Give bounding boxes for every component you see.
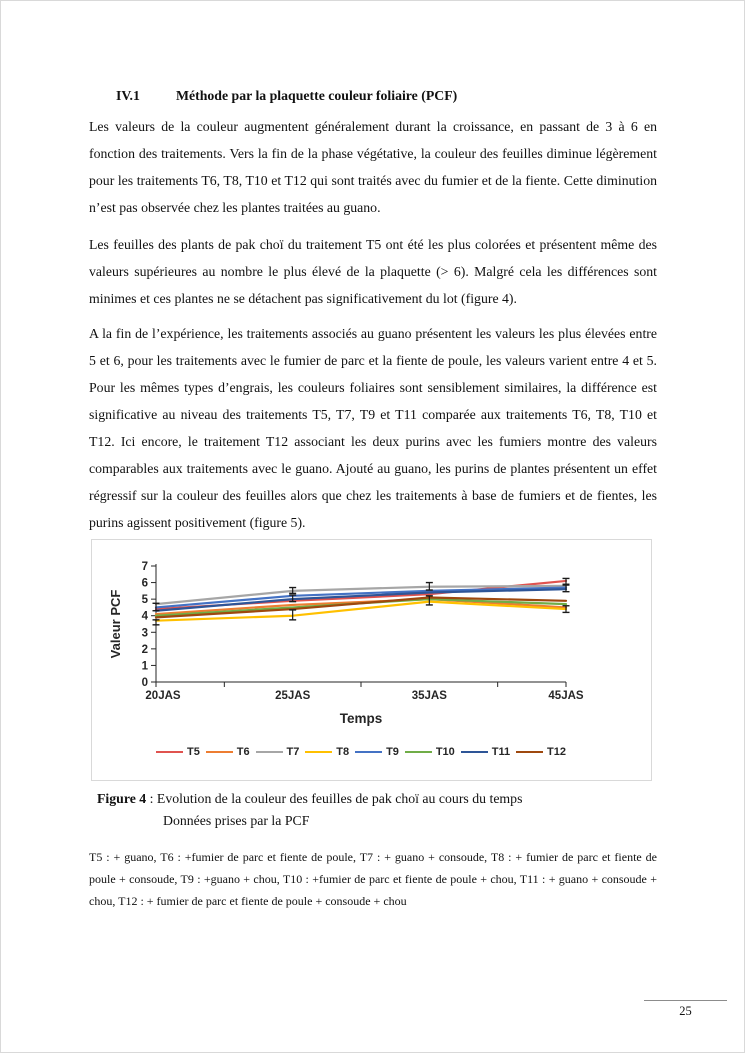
legend-label-T5: T5	[187, 746, 200, 758]
figure-caption-line1: Figure 4 : Evolution de la couleur des f…	[97, 788, 657, 810]
y-tick-label: 6	[142, 578, 148, 590]
legend-swatch-T9	[355, 750, 383, 754]
series-line-T8	[154, 600, 568, 622]
x-tick-label-25JAS: 25JAS	[275, 690, 310, 702]
pcf-line-chart: 0 1 2 3 4 5 6 7 20JAS 25JAS 35JAS 45JAS Valeur PCF Te…	[108, 561, 584, 726]
section-title: Méthode par la plaquette couleur foliair…	[176, 88, 458, 103]
legend-label-T12: T12	[547, 746, 566, 758]
figure-caption-line2: Données prises par la PCF	[163, 813, 310, 828]
legend-item-T12: T12	[516, 746, 566, 758]
y-tick-label: 2	[142, 644, 148, 656]
legend-label-T6: T6	[236, 746, 250, 758]
legend-item-T7: T7	[255, 746, 300, 758]
legend-swatch-T5	[156, 750, 183, 754]
y-tick-label: 4	[142, 611, 149, 623]
x-axis-title: Temps	[340, 711, 383, 726]
treatments-footnote: T5 : + guano, T6 : +fumier de parc et fi…	[89, 850, 657, 908]
series-line-T12	[154, 596, 568, 619]
footer-rule	[644, 1000, 727, 1001]
legend-item-T11: T11	[460, 746, 511, 758]
x-tick-label-45JAS: 45JAS	[548, 690, 583, 702]
legend-item-T8: T8	[305, 746, 349, 758]
legend-swatch-T8	[305, 750, 333, 754]
figure-caption-label: Figure 4	[97, 791, 147, 806]
page-content: IV.1 Méthode par la plaquette couleur fol…	[1, 1, 744, 912]
x-tick-label-20JAS: 20JAS	[145, 690, 180, 702]
y-axis-title: Valeur PCF	[108, 590, 123, 659]
legend-item-T5: T5	[156, 746, 200, 758]
figure-4-chart-frame: 0 1 2 3 4 5 6 7 20JAS 25JAS 35JAS 45JAS Valeur PCF Te…	[91, 539, 652, 781]
y-tick-label: 0	[142, 677, 148, 689]
page-footer: 25	[644, 1000, 727, 1019]
legend-label-T10: T10	[435, 746, 455, 758]
figure-caption-text: : Evolution de la couleur des feuilles d…	[146, 791, 523, 806]
paragraph-1: Les valeurs de la couleur augmentent gén…	[89, 119, 657, 215]
series-line-T7	[154, 584, 568, 606]
y-tick-label: 3	[142, 627, 148, 639]
legend-label-T11: T11	[491, 746, 511, 758]
legend-swatch-T7	[255, 750, 283, 754]
y-tick-label: 5	[142, 594, 149, 606]
paragraph-3: A la fin de l’expérience, les traitement…	[89, 326, 657, 530]
legend-label-T8: T8	[336, 746, 350, 758]
legend-label-T7: T7	[286, 746, 300, 758]
legend-swatch-T12	[516, 750, 543, 754]
legend-swatch-T6	[205, 750, 233, 754]
series-line-T11	[154, 588, 568, 612]
page-number: 25	[679, 1004, 692, 1018]
figure-caption: Figure 4 : Evolution de la couleur des f…	[97, 788, 657, 832]
legend-label-T9: T9	[386, 746, 399, 758]
chart-legend: T5 T6 T7 T8 T9 T10 T11 T12	[156, 730, 566, 774]
series-line-T9	[154, 586, 568, 609]
series-line-T6	[154, 598, 568, 616]
legend-item-T9: T9	[355, 746, 399, 758]
legend-item-T10: T10	[404, 746, 455, 758]
legend-item-T6: T6	[205, 746, 250, 758]
paragraph-2: Les feuilles des plants de pak choï du t…	[89, 237, 657, 306]
section-number: IV.1	[116, 88, 140, 103]
x-tick-label-35JAS: 35JAS	[412, 690, 447, 702]
legend-swatch-T10	[404, 750, 432, 754]
legend-swatch-T11	[460, 750, 488, 754]
section-heading: IV.1 Méthode par la plaquette couleur fol…	[116, 87, 657, 105]
y-tick-label: 1	[142, 660, 149, 672]
y-tick-label: 7	[142, 561, 148, 573]
